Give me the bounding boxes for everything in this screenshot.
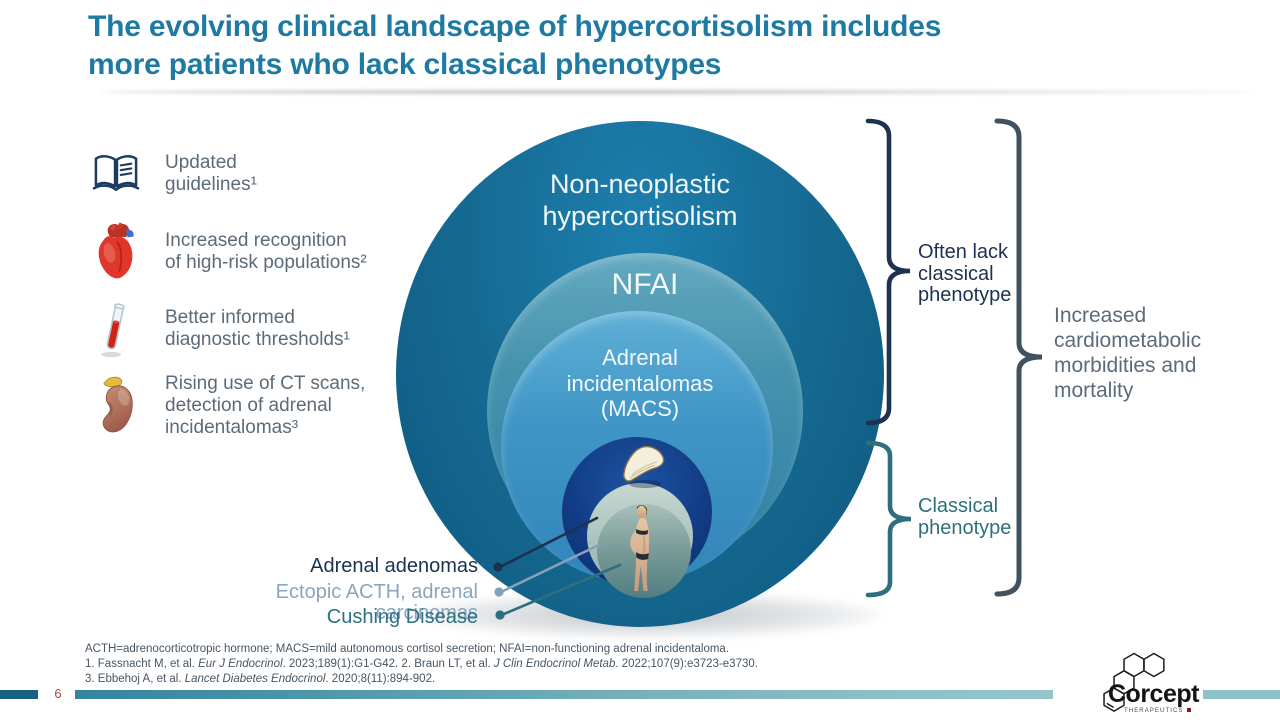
- callout-cushing-disease: Cushing Disease: [326, 606, 478, 628]
- footer-bar-left: [0, 690, 38, 699]
- driver-text: Better informed diagnostic thresholds¹: [165, 307, 350, 350]
- driver-text: Rising use of CT scans, detection of adr…: [165, 373, 366, 438]
- heart-icon: [85, 221, 147, 283]
- title-divider: [100, 89, 1260, 95]
- footnote-references-2: 3. Ebbehoj A, et al. Lancet Diabetes End…: [85, 673, 436, 685]
- blood-test-tube-icon: [85, 300, 147, 358]
- label-non-neoplastic: Non-neoplastic hypercortisolism: [542, 169, 738, 231]
- label-nfai: NFAI: [611, 268, 679, 301]
- steroid-hexagons-icon: [1103, 652, 1165, 712]
- footer-bar-right: [1203, 690, 1280, 699]
- logo-red-square: [1187, 708, 1191, 712]
- label-often-lack-phenotype: Often lack classical phenotype: [918, 241, 1012, 306]
- label-macs: Adrenal incidentalomas (MACS): [566, 345, 714, 421]
- page-number: 6: [54, 686, 62, 701]
- adrenal-gland-icon: [619, 444, 669, 490]
- logo-subtitle: THERAPEUTICS: [1124, 708, 1184, 714]
- driver-item-guidelines: Updated guidelines¹: [85, 146, 425, 202]
- driver-text: Increased recognition of high-risk popul…: [165, 230, 367, 273]
- person-cushing-phenotype-icon: [619, 503, 665, 595]
- callout-ectopic-acth: Ectopic ACTH, adrenal carcinomas: [275, 581, 478, 624]
- driver-item-diagnostic: Better informed diagnostic thresholds¹: [85, 296, 425, 362]
- label-classical-phenotype: Classical phenotype: [918, 495, 1012, 539]
- bracket-classical: [865, 440, 912, 598]
- page-title: The evolving clinical landscape of hyper…: [88, 10, 942, 81]
- logo-wordmark: Corcept: [1108, 680, 1199, 708]
- footnote-abbreviations: ACTH=adrenocorticotropic hormone; MACS=m…: [85, 643, 730, 655]
- driver-item-high-risk: Increased recognition of high-risk popul…: [85, 216, 425, 288]
- footnote-references-1: 1. Fassnacht M, et al. Eur J Endocrinol.…: [85, 658, 758, 670]
- driver-text: Updated guidelines¹: [165, 152, 257, 195]
- driver-item-ct-scans: Rising use of CT scans, detection of adr…: [85, 366, 425, 446]
- kidney-adrenal-icon: [85, 374, 147, 438]
- callout-adrenal-adenomas: Adrenal adenomas: [310, 555, 478, 577]
- open-book-icon: [85, 152, 147, 196]
- corcept-logo: Corcept THERAPEUTICS: [1066, 650, 1199, 718]
- label-increased-cardiometabolic: Increased cardiometabolic morbidities an…: [1054, 304, 1202, 402]
- footer-bar-main: [75, 690, 1053, 699]
